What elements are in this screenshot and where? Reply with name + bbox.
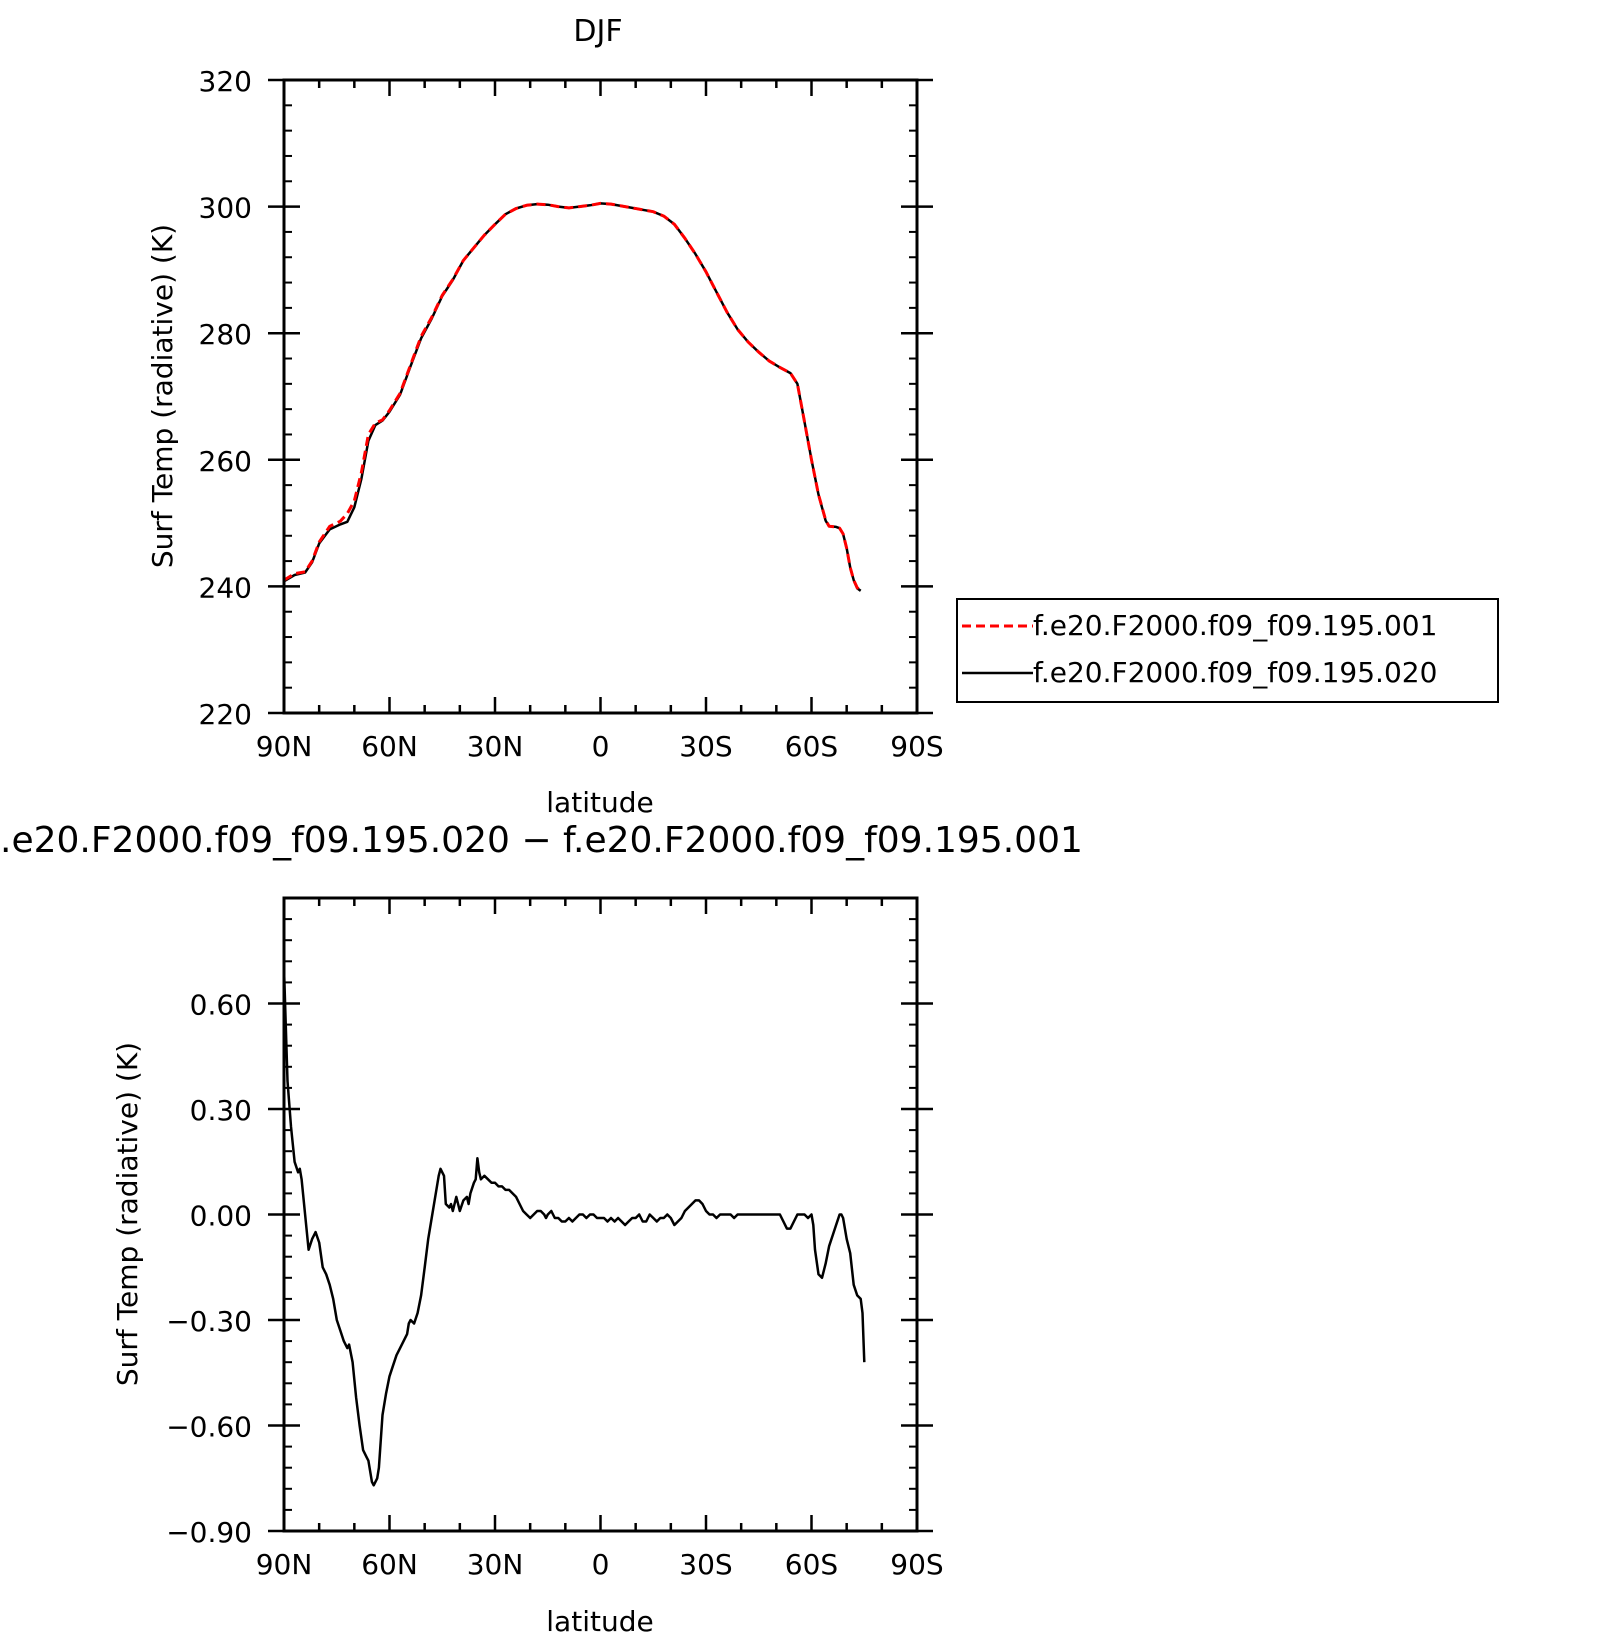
x-tick-label: 60S bbox=[785, 730, 838, 763]
x-tick-label: 30S bbox=[679, 730, 732, 763]
y-tick-label: 220 bbox=[199, 698, 252, 731]
x-tick-label: 90N bbox=[256, 1548, 313, 1581]
y-tick-label: 280 bbox=[199, 318, 252, 351]
x-tick-label: 60N bbox=[361, 1548, 418, 1581]
bottom-ticks bbox=[268, 897, 933, 1533]
y-tick-label: 300 bbox=[199, 192, 252, 225]
series-line-0 bbox=[283, 201, 862, 591]
top-tick-labels: 90N 60N 30N 0 30S 60S 90S 220 240 260 280 300 320 bbox=[199, 65, 944, 763]
x-tick-label: 0 bbox=[592, 1548, 610, 1581]
legend-label-020: f.e20.F2000.f09_f09.195.020 bbox=[1033, 656, 1437, 689]
series-line-0 bbox=[282, 968, 866, 1487]
x-tick-label: 30N bbox=[467, 730, 524, 763]
y-tick-label: 0.60 bbox=[190, 989, 252, 1022]
x-tick-label: 90S bbox=[890, 730, 943, 763]
y-tick-label: 240 bbox=[199, 571, 252, 604]
x-tick-label: 90S bbox=[890, 1548, 943, 1581]
x-tick-label: 0 bbox=[592, 730, 610, 763]
top-series bbox=[283, 201, 862, 592]
y-tick-label: 320 bbox=[199, 65, 252, 98]
y-tick-label: 0.00 bbox=[190, 1200, 252, 1233]
bottom-xlabel: latitude bbox=[546, 1605, 653, 1635]
top-ticks bbox=[268, 78, 933, 715]
bottom-plot-frame bbox=[282, 896, 919, 1533]
y-tick-label: −0.30 bbox=[166, 1305, 252, 1338]
y-tick-label: −0.60 bbox=[166, 1411, 252, 1444]
top-plot-frame bbox=[282, 78, 919, 715]
top-title: DJF bbox=[573, 14, 622, 49]
legend-box bbox=[956, 598, 1499, 703]
y-tick-label: −0.90 bbox=[166, 1516, 252, 1549]
bottom-series bbox=[282, 968, 866, 1487]
bottom-title: .e20.F2000.f09_f09.195.020 − f.e20.F2000… bbox=[0, 820, 1083, 861]
bottom-ylabel: Surf Temp (radiative) (K) bbox=[111, 1042, 144, 1386]
legend: f.e20.F2000.f09_f09.195.001 f.e20.F2000.… bbox=[956, 598, 1499, 703]
y-tick-label: 0.30 bbox=[190, 1094, 252, 1127]
top-xlabel: latitude bbox=[546, 786, 653, 819]
x-tick-label: 60N bbox=[361, 730, 418, 763]
bottom-tick-labels: 90N 60N 30N 0 30S 60S 90S −0.90 −0.60 −0.30 0.00 0.… bbox=[166, 989, 944, 1582]
top-ylabel: Surf Temp (radiative) (K) bbox=[146, 224, 179, 568]
x-tick-label: 60S bbox=[785, 1548, 838, 1581]
series-line-1 bbox=[283, 202, 862, 592]
x-tick-label: 30S bbox=[679, 1548, 732, 1581]
x-tick-label: 30N bbox=[467, 1548, 524, 1581]
x-tick-label: 90N bbox=[256, 730, 313, 763]
legend-label-001: f.e20.F2000.f09_f09.195.001 bbox=[1033, 609, 1437, 642]
y-tick-label: 260 bbox=[199, 445, 252, 478]
